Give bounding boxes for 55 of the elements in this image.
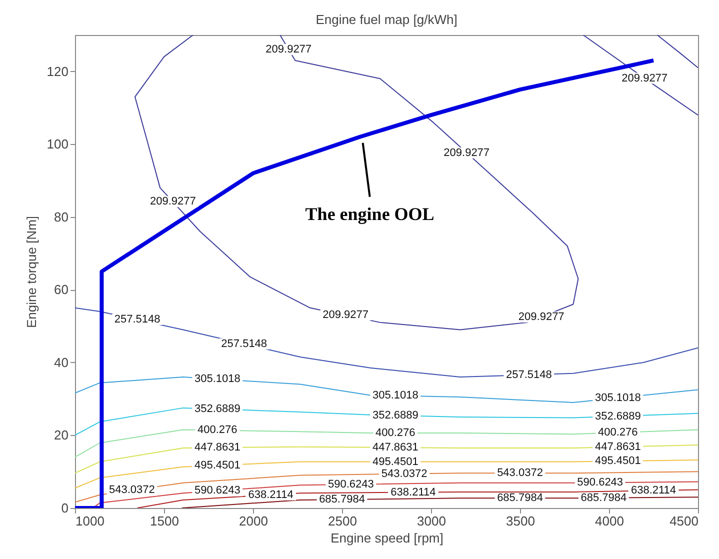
annotation: 400.276 xyxy=(198,424,238,436)
annotation: 447.8631 xyxy=(372,442,418,454)
annotation: 257.5148 xyxy=(506,368,552,381)
text: The engine OOL xyxy=(305,204,434,224)
annotation: 257.5148 xyxy=(114,314,160,326)
annotation: 305.1018 xyxy=(372,390,418,402)
x-tick-label: 4000 xyxy=(595,514,624,528)
y-tick-label: 100 xyxy=(46,136,68,152)
annotation: 495.4501 xyxy=(194,459,240,472)
y-tick-label: 60 xyxy=(54,282,68,298)
x-tick-label: 2000 xyxy=(239,514,268,528)
annotation: 352.6889 xyxy=(372,410,418,422)
annotation: 209.9277 xyxy=(266,44,312,56)
annotation: 590.6243 xyxy=(328,478,374,490)
annotation: 447.8631 xyxy=(594,440,641,453)
y-tick-label: 20 xyxy=(54,428,68,443)
annotation: 209.9277 xyxy=(518,310,564,323)
annotation: 305.1018 xyxy=(594,392,641,404)
x-tick-label: 1500 xyxy=(150,514,179,528)
chart-title: Engine fuel map [g/kWh] xyxy=(316,12,458,27)
annotation: 685.7984 xyxy=(580,492,627,504)
x-tick-label: 2500 xyxy=(328,514,357,528)
annotation: 352.6889 xyxy=(594,410,641,422)
annotation: 447.8631 xyxy=(194,442,240,454)
x-axis-title: Engine speed [rpm] xyxy=(330,530,444,546)
annotation: 209.9277 xyxy=(322,309,369,322)
annotation: 495.4501 xyxy=(594,455,641,468)
annotation: 495.4501 xyxy=(372,456,418,468)
annotation: 352.6889 xyxy=(194,403,240,416)
annotation: 305.1018 xyxy=(194,373,240,386)
annotation: 685.7984 xyxy=(319,494,365,506)
x-tick-label: 3500 xyxy=(506,514,535,528)
annotation: 543.0372 xyxy=(497,467,543,480)
y-tick-label: 0 xyxy=(61,500,68,516)
annotation: 685.7984 xyxy=(497,492,543,504)
annotation: 400.276 xyxy=(598,426,638,439)
annotation: 543.0372 xyxy=(381,468,428,480)
annotation: 209.9277 xyxy=(444,146,490,159)
annotation: 590.6243 xyxy=(194,484,240,497)
x-tick-label: 1000 xyxy=(76,514,104,528)
annotation: 209.9277 xyxy=(622,72,668,84)
annotation: 638.2114 xyxy=(630,484,676,497)
annotation: 638.2114 xyxy=(390,486,436,498)
annotation: 257.5148 xyxy=(221,338,268,350)
annotation: 209.9277 xyxy=(150,196,196,208)
y-axis-title: Engine torque [Nm] xyxy=(24,216,39,328)
annotation: 400.276 xyxy=(376,427,416,440)
annotation: 590.6243 xyxy=(577,476,624,489)
annotation: 543.0372 xyxy=(109,484,155,496)
y-tick-label: 80 xyxy=(54,209,68,224)
y-tick-label: 120 xyxy=(46,64,68,79)
x-tick-label: 3000 xyxy=(417,514,446,528)
y-tick-label: 40 xyxy=(54,354,68,370)
x-tick-label: 4500 xyxy=(670,514,698,528)
annotation: 638.2114 xyxy=(248,488,294,501)
